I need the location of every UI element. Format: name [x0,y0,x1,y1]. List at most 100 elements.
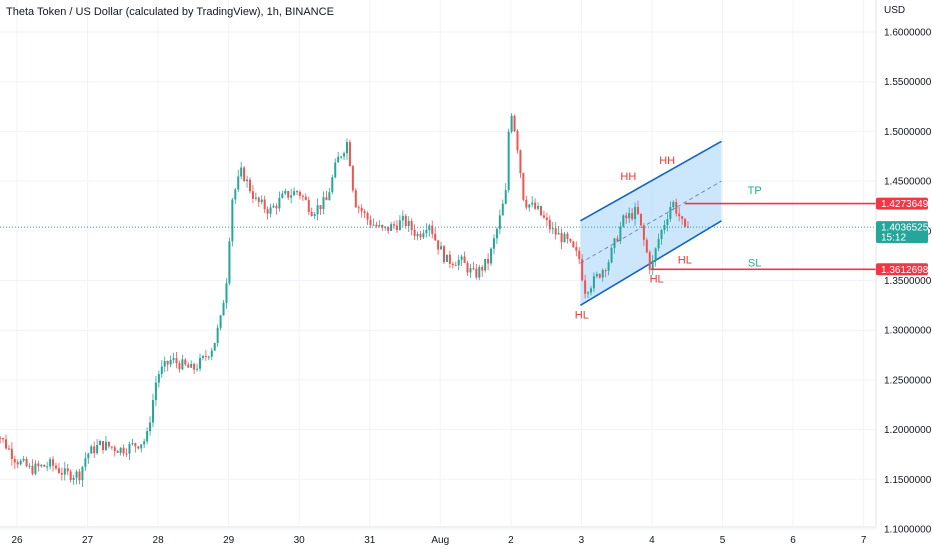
candle-body-down [122,447,125,454]
candle-body-down [475,268,478,278]
candle-body-down [381,224,384,228]
candle-body-up [163,361,166,367]
time-tick-label: 2 [508,535,514,546]
candle-body-down [175,358,178,364]
candle-body-up [99,440,102,446]
candle-body-down [298,191,301,196]
candle-body-up [63,468,66,475]
candle-body-up [460,256,463,260]
candle-body-up [149,422,152,432]
candle-body-down [107,441,110,447]
candle-body-up [469,268,472,273]
time-tick-label: 31 [364,535,376,546]
candle-body-down [637,207,640,214]
annotation-tp: TP [748,185,762,197]
candle-body-down [354,190,357,208]
annotation-hl: HL [650,273,664,285]
candle-body-down [307,199,310,212]
candle-body-down [554,228,557,235]
candle-body-up [601,270,604,278]
candle-body-up [143,441,146,445]
price-tick-label: 1.4500000 [884,177,932,188]
candle-body-down [257,197,260,203]
candle-body-up [484,258,487,271]
candle-body-down [375,224,378,227]
candle-body-down [116,451,119,453]
time-tick-label: 26 [11,535,23,546]
candle-body-up [90,446,93,454]
channel-fill [580,141,722,306]
candle-body-down [52,459,55,466]
time-axis[interactable]: 26 27 28 29 30 31 Aug 2 3 4 5 6 7 [11,535,866,546]
candle-body-down [675,202,678,214]
candle-body-up [269,207,272,214]
candle-body-up [40,464,43,467]
candle-body-up [199,357,202,369]
candle-body-down [684,219,687,227]
candle-body-down [251,191,254,199]
candle-body-down [363,211,366,214]
candle-body-down [31,465,34,474]
candle-body-up [246,179,249,182]
candle-body-up [492,238,495,249]
candle-body-down [187,364,190,368]
price-tick-label: 1.3000000 [884,326,932,337]
candle-body-down [534,202,537,209]
candle-body-up [272,205,275,208]
candle-body-down [13,458,16,463]
annotation-sl: SL [748,258,761,270]
candle-body-down [0,437,2,439]
candle-body-down [266,209,269,214]
price-axis-currency: USD [884,5,905,16]
candle-body-down [275,205,278,209]
time-tick-label: 27 [82,535,94,546]
candle-body-up [293,191,296,196]
candle-body-up [478,267,481,278]
time-tick-label: 7 [861,535,867,546]
candle-body-up [528,204,531,208]
candle-body-up [104,441,107,451]
current-price-tag-bg [876,221,928,244]
candle-body-down [263,199,266,210]
candle-body-down [60,472,63,475]
price-tick-label: 1.5500000 [884,77,932,88]
candle-body-down [548,219,551,230]
candle-body-down [575,247,578,251]
candle-body-down [301,195,304,197]
candle-body-up [501,203,504,216]
candle-body-down [357,207,360,209]
candle-body-up [384,226,387,228]
candle-body-down [572,241,575,248]
candle-body-up [228,241,231,284]
candle-body-up [416,234,419,236]
candle-body-down [7,448,10,450]
price-tick-label: 1.2500000 [884,375,932,386]
candle-body-up [337,156,340,163]
candle-body-up [190,363,193,368]
candle-body-up [619,226,622,241]
candle-body-down [369,219,372,226]
candle-body-up [146,431,149,442]
candle-body-down [584,280,587,294]
candle-body-up [225,283,228,303]
candle-body-up [260,199,263,203]
candle-body-down [487,258,490,264]
candle-body-up [557,232,560,235]
candle-body-down [102,440,105,451]
time-tick-label: 5 [720,535,726,546]
candle-body-down [204,356,207,358]
candle-body-up [313,214,316,217]
candle-body-down [93,446,96,454]
candle-body-up [507,131,510,191]
candle-body-up [290,195,293,198]
candle-body-down [25,459,28,467]
candle-body-up [84,458,87,467]
price-tick-label: 1.1500000 [884,475,932,486]
time-tick-label: Aug [431,535,449,546]
tp-price-tag-bg [876,197,928,210]
candle-body-down [513,115,516,132]
candle-body-down [184,359,187,365]
candle-body-down [540,206,543,216]
